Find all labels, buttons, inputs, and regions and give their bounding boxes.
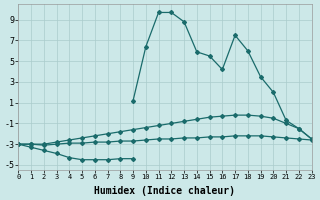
X-axis label: Humidex (Indice chaleur): Humidex (Indice chaleur) [94,186,236,196]
